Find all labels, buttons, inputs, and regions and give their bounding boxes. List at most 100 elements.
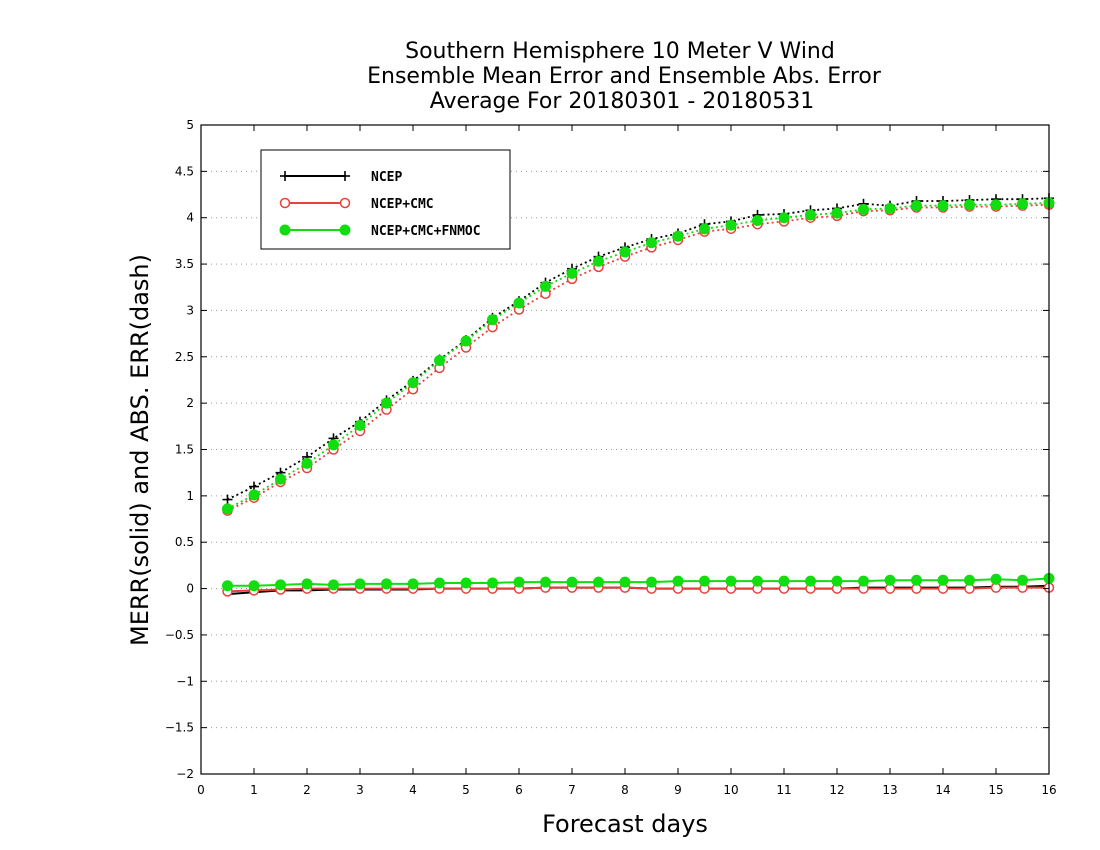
x-tick-label: 8 <box>621 783 629 797</box>
point-ncep-cmc-fnmoc-mean-error <box>275 579 286 591</box>
point-ncep-cmc-fnmoc-abs-error <box>566 267 578 279</box>
legend-label-ncep-cmc-fnmoc: NCEP+CMC+FNMOC <box>371 224 481 239</box>
x-axis-title: Forecast days <box>542 810 708 838</box>
legend-marker-ncep <box>280 171 290 181</box>
point-ncep-cmc-fnmoc-mean-error <box>672 575 684 587</box>
legend: NCEP NCEP+CMC NCEP+CMC+FNMOC <box>260 149 511 250</box>
x-tick-label: 13 <box>882 783 897 797</box>
x-tick-label: 15 <box>988 783 1003 797</box>
line-ncep-cmc-fnmoc-mean-error <box>227 577 1050 587</box>
series-ncep-cmc-fnmoc-mean-error <box>222 572 1055 592</box>
point-ncep-cmc-fnmoc-abs-error <box>858 203 869 215</box>
y-tick-label: 4 <box>186 211 194 225</box>
point-ncep-cmc-fnmoc-abs-error <box>752 214 763 226</box>
x-tick-label: 10 <box>723 783 738 797</box>
y-tick-label: 4.5 <box>175 164 194 178</box>
x-tick-label: 2 <box>303 783 311 797</box>
y-tick-label: −2 <box>176 767 194 781</box>
point-ncep-cmc-fnmoc-mean-error <box>964 574 975 586</box>
series-ncep-cmc-fnmoc-abs-error <box>222 197 1055 515</box>
x-tick-label: 12 <box>829 783 844 797</box>
legend-label-ncep: NCEP <box>371 170 402 185</box>
y-tick-label: 5 <box>186 118 194 132</box>
plot-series <box>222 193 1055 597</box>
point-ncep-cmc-fnmoc-abs-error <box>540 280 551 292</box>
point-ncep-cmc-fnmoc-abs-error <box>593 255 604 267</box>
point-ncep-cmc-fnmoc-abs-error <box>884 202 896 214</box>
y-axis-title: MERR(solid) and ABS. ERR(dash) <box>126 254 154 646</box>
x-tick-label: 0 <box>197 783 205 797</box>
x-tick-label: 11 <box>776 783 791 797</box>
point-ncep-cmc-fnmoc-abs-error <box>513 297 525 309</box>
point-ncep-cmc-fnmoc-abs-error <box>646 237 657 249</box>
y-tick-label: −1.5 <box>165 721 194 735</box>
legend-marker-ncep-cmc <box>279 197 291 209</box>
y-tick-label: 3.5 <box>175 257 194 271</box>
y-tick-label: 2.5 <box>175 350 194 364</box>
point-ncep-cmc-fnmoc-mean-error <box>460 577 472 589</box>
point-ncep-cmc-fnmoc-mean-error <box>725 575 737 587</box>
point-ncep-cmc-fnmoc-mean-error <box>911 574 922 586</box>
point-ncep-cmc-fnmoc-abs-error <box>831 207 843 219</box>
legend-item-ncep-cmc-fnmoc: NCEP+CMC+FNMOC <box>279 224 481 239</box>
legend-marker-ncep <box>340 171 350 181</box>
point-ncep-abs-error <box>222 494 233 505</box>
point-ncep-cmc-fnmoc-mean-error <box>593 576 604 588</box>
point-ncep-cmc-fnmoc-abs-error <box>407 377 419 389</box>
point-ncep-cmc-fnmoc-abs-error <box>1017 198 1028 210</box>
x-tick-label: 6 <box>515 783 523 797</box>
point-ncep-cmc-fnmoc-mean-error <box>222 580 233 592</box>
line-ncep-mean-error <box>227 584 1050 596</box>
y-tick-label: 2 <box>186 396 194 410</box>
x-tick-label: 3 <box>356 783 364 797</box>
point-ncep-cmc-fnmoc-mean-error <box>937 574 949 586</box>
point-ncep-cmc-fnmoc-abs-error <box>672 230 684 242</box>
chart-title-line-3: Average For 20180301 - 20180531 <box>430 89 815 114</box>
point-ncep-cmc-fnmoc-abs-error <box>725 219 737 231</box>
point-ncep-cmc-fnmoc-mean-error <box>1017 574 1028 586</box>
point-ncep-cmc-fnmoc-abs-error <box>434 354 445 366</box>
point-ncep-cmc-fnmoc-abs-error <box>222 503 233 515</box>
y-tick-label: 3 <box>186 303 194 317</box>
legend-marker-ncep-cmc-fnmoc <box>339 224 351 236</box>
y-tick-label: −1 <box>176 674 194 688</box>
point-ncep-cmc-fnmoc-abs-error <box>381 397 392 409</box>
line-ncep-cmc-abs-error <box>227 203 1050 512</box>
point-ncep-cmc-fnmoc-abs-error <box>937 200 949 212</box>
legend-item-ncep: NCEP <box>280 170 402 185</box>
point-ncep-cmc-fnmoc-mean-error <box>513 576 525 588</box>
point-ncep-cmc-fnmoc-mean-error <box>858 575 869 587</box>
point-ncep-cmc-fnmoc-abs-error <box>990 199 1002 211</box>
point-ncep-cmc-fnmoc-mean-error <box>487 577 498 589</box>
x-tick-label: 5 <box>462 783 470 797</box>
x-tick-label: 14 <box>935 783 950 797</box>
y-tick-label: 0.5 <box>175 535 194 549</box>
point-ncep-cmc-fnmoc-mean-error <box>752 575 763 587</box>
point-ncep-cmc-fnmoc-abs-error <box>487 314 498 326</box>
axis-ticks: −2−1.5−1−0.500.511.522.533.544.550 1 2 3 4 5 6… <box>165 118 1057 797</box>
series-ncep-mean-error <box>227 584 1050 596</box>
point-ncep-cmc-fnmoc-abs-error <box>460 335 472 347</box>
point-ncep-cmc-fnmoc-mean-error <box>540 576 551 588</box>
point-ncep-cmc-fnmoc-mean-error <box>646 576 657 588</box>
point-ncep-cmc-fnmoc-abs-error <box>301 457 313 469</box>
point-ncep-cmc-fnmoc-mean-error <box>990 573 1002 585</box>
point-ncep-cmc-fnmoc-mean-error <box>699 575 710 587</box>
point-ncep-cmc-fnmoc-abs-error <box>805 209 816 221</box>
x-tick-label: 9 <box>674 783 682 797</box>
chart-title-line-2: Ensemble Mean Error and Ensemble Abs. Er… <box>367 64 882 89</box>
point-ncep-cmc-fnmoc-mean-error <box>248 580 260 592</box>
point-ncep-cmc-fnmoc-mean-error <box>805 575 816 587</box>
x-tick-label: 7 <box>568 783 576 797</box>
point-ncep-cmc-fnmoc-abs-error <box>619 246 631 258</box>
y-tick-label: 1 <box>186 489 194 503</box>
point-ncep-cmc-fnmoc-mean-error <box>619 576 631 588</box>
point-ncep-cmc-fnmoc-mean-error <box>381 578 392 590</box>
line-ncep-cmc-mean-error <box>227 586 1049 593</box>
point-ncep-cmc-fnmoc-abs-error <box>699 223 710 235</box>
point-ncep-cmc-fnmoc-abs-error <box>275 473 286 485</box>
point-ncep-cmc-fnmoc-abs-error <box>354 419 366 431</box>
legend-label-ncep-cmc: NCEP+CMC <box>371 197 434 212</box>
point-ncep-cmc-fnmoc-mean-error <box>778 575 790 587</box>
